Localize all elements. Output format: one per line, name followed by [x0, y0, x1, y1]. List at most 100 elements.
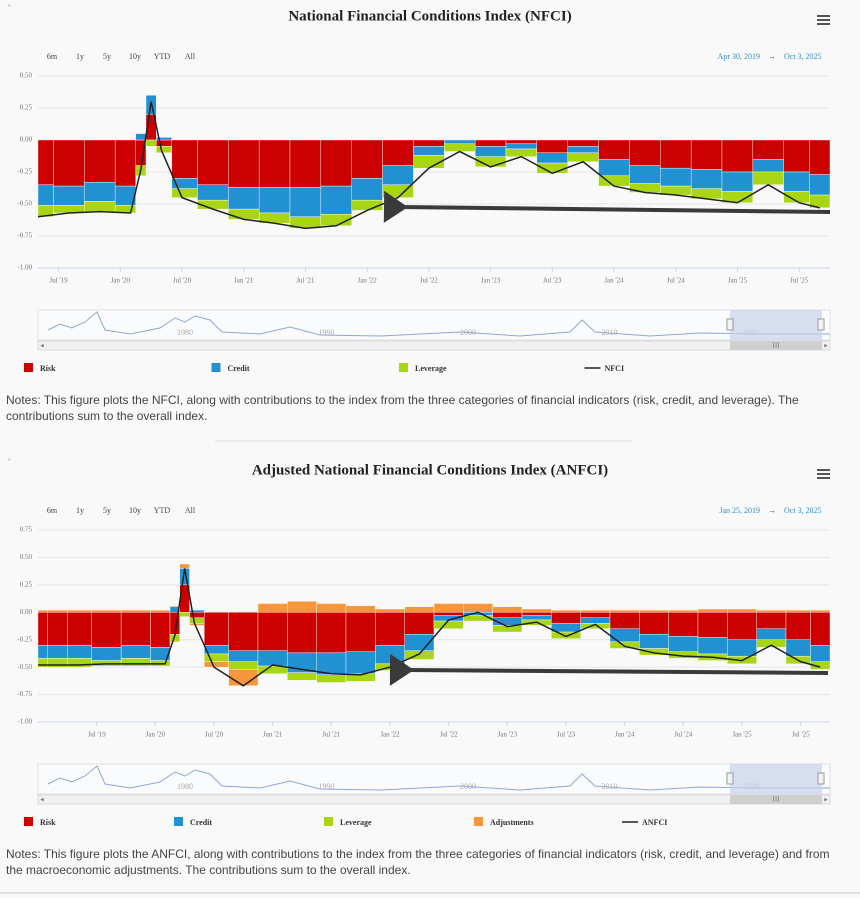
navigator-label: 1980: [177, 328, 193, 337]
navigator-line: [47, 765, 830, 791]
scrollbar-thumb[interactable]: [730, 341, 822, 350]
notes: Notes: This figure plots the NFCI, along…: [6, 393, 799, 423]
scroll-right[interactable]: ▸: [824, 796, 828, 804]
bar: [609, 641, 640, 649]
x-tick-label: Jan '21: [234, 277, 254, 285]
x-tick-label: Jul '25: [792, 731, 811, 739]
date-to[interactable]: Oct 3, 2025: [784, 52, 822, 61]
collapse-icon: ›: [8, 456, 10, 464]
bar: [492, 606, 523, 613]
bar: [189, 623, 205, 626]
range-button[interactable]: All: [185, 506, 196, 515]
bar: [521, 615, 552, 621]
range-button[interactable]: YTD: [154, 52, 171, 61]
bar: [156, 139, 172, 147]
bar: [660, 139, 692, 169]
range-button[interactable]: 1y: [76, 52, 84, 61]
navigator-handle[interactable]: [817, 772, 825, 785]
bar: [53, 139, 85, 187]
date-from[interactable]: Apr 30, 2019: [718, 52, 760, 61]
menu-icon: [817, 23, 830, 25]
x-tick-label: Jul '21: [296, 277, 315, 285]
bar: [785, 609, 811, 613]
menu-icon: [817, 469, 830, 471]
range-button[interactable]: 6m: [47, 52, 58, 61]
bar: [171, 188, 198, 198]
bar: [189, 612, 205, 618]
scrollbar: [37, 794, 831, 805]
scrollbar-thumb[interactable]: [730, 795, 822, 804]
bar: [37, 184, 54, 206]
date-to[interactable]: Oct 3, 2025: [784, 506, 822, 515]
range-button[interactable]: YTD: [154, 506, 171, 515]
range-button[interactable]: 5y: [103, 52, 111, 61]
bar: [721, 139, 754, 173]
bar: [785, 612, 811, 640]
scroll-left[interactable]: ◂: [40, 342, 44, 350]
menu-icon: [817, 15, 830, 17]
legend-label[interactable]: ANFCI: [642, 818, 667, 827]
bar: [668, 612, 699, 637]
bar: [690, 169, 723, 189]
legend-symbol: [474, 817, 483, 826]
navigator-handle[interactable]: [817, 318, 825, 331]
range-button[interactable]: All: [185, 52, 196, 61]
bar: [375, 612, 405, 646]
range-button[interactable]: 10y: [129, 506, 141, 515]
range-button[interactable]: 10y: [129, 52, 141, 61]
bar: [810, 609, 831, 613]
range-button[interactable]: 5y: [103, 506, 111, 515]
bar: [727, 612, 757, 640]
bar: [120, 612, 151, 646]
bar: [287, 612, 317, 654]
bar: [810, 645, 831, 662]
bar: [697, 612, 728, 638]
range-button[interactable]: 1y: [76, 506, 84, 515]
bar: [690, 139, 723, 170]
bar: [179, 563, 190, 569]
y-tick-label: -0.50: [17, 200, 32, 208]
bar: [660, 167, 692, 187]
legend-label[interactable]: Leverage: [415, 364, 447, 373]
bar: [551, 612, 581, 624]
bar: [463, 615, 493, 622]
legend-label[interactable]: Risk: [40, 818, 56, 827]
scroll-right[interactable]: ▸: [824, 342, 828, 350]
navigator-mask[interactable]: [730, 310, 822, 340]
bar: [752, 158, 784, 173]
bar: [727, 608, 757, 613]
bar: [258, 187, 291, 214]
bar: [783, 171, 810, 192]
bar: [463, 603, 493, 613]
navigator-handle[interactable]: [726, 772, 734, 785]
legend-symbol: [324, 817, 333, 826]
legend-symbol: [211, 363, 221, 372]
legend-label[interactable]: NFCI: [605, 364, 625, 373]
legend-label[interactable]: Risk: [40, 364, 56, 373]
navigator-mask[interactable]: [730, 764, 822, 794]
bar: [37, 139, 54, 185]
navigator-label: 1990: [319, 782, 335, 791]
bar: [375, 645, 405, 665]
bar: [258, 139, 291, 188]
bar: [114, 139, 136, 187]
scroll-left[interactable]: ◂: [40, 796, 44, 804]
navigator-handle[interactable]: [726, 318, 734, 331]
x-tick-label: Jan '25: [732, 731, 752, 739]
range-button[interactable]: 6m: [47, 506, 58, 515]
bar: [189, 617, 205, 624]
legend-label[interactable]: Credit: [228, 364, 250, 373]
legend-label[interactable]: Leverage: [340, 818, 372, 827]
bar: [228, 612, 259, 651]
bar: [37, 609, 48, 613]
date-from[interactable]: Jan 25, 2019: [719, 506, 760, 515]
legend-label[interactable]: Credit: [190, 818, 212, 827]
bar: [474, 139, 507, 147]
bar: [492, 612, 523, 618]
legend-label[interactable]: Adjustments: [490, 818, 534, 827]
x-tick-label: Jan '24: [615, 731, 635, 739]
bar: [351, 139, 383, 179]
x-tick-label: Jul '22: [440, 731, 459, 739]
